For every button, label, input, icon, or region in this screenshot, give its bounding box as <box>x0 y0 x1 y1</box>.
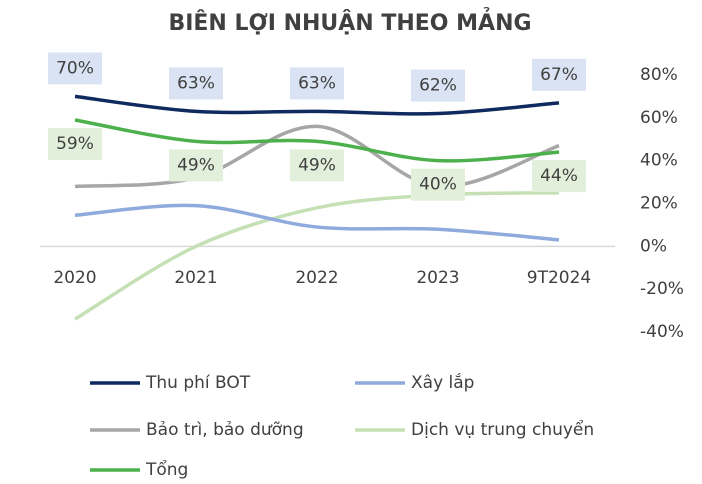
data-label: 63% <box>298 73 336 93</box>
data-label: 67% <box>540 65 578 85</box>
y-tick-label: 60% <box>640 108 678 128</box>
legend-label: Bảo trì, bảo dưỡng <box>146 420 304 440</box>
data-label: 49% <box>298 155 336 175</box>
legend-label: Xây lắp <box>411 372 474 393</box>
data-label-box <box>169 67 223 100</box>
data-label-box <box>532 58 586 91</box>
chart-title: BIÊN LỢI NHUẬN THEO MẢNG <box>168 8 531 36</box>
x-tick-label: 2023 <box>416 268 459 288</box>
data-label-box <box>290 67 344 100</box>
data-label-box <box>411 69 465 102</box>
y-tick-label: 80% <box>640 65 678 85</box>
series-line <box>74 191 560 321</box>
data-label: 70% <box>56 58 94 78</box>
legend-label: Dịch vụ trung chuyển <box>411 419 594 440</box>
y-tick-label: -20% <box>640 279 684 299</box>
x-tick-label: 9T2024 <box>527 268 591 288</box>
data-label-box <box>169 149 223 182</box>
y-tick-label: 40% <box>640 151 678 171</box>
data-label-box <box>48 127 102 160</box>
series-line <box>74 94 560 116</box>
legend-label: Thu phí BOT <box>145 373 251 393</box>
data-label: 49% <box>177 155 215 175</box>
data-label-box <box>290 149 344 182</box>
y-tick-label: 20% <box>640 194 678 214</box>
y-tick-label: -40% <box>640 322 684 342</box>
data-label-box <box>48 52 102 85</box>
series-line <box>74 118 560 163</box>
data-label-box <box>411 168 465 201</box>
data-label: 63% <box>177 73 215 93</box>
legend-label: Tổng <box>145 459 188 480</box>
data-label: 40% <box>419 175 457 195</box>
series-line <box>74 203 560 242</box>
x-tick-label: 2022 <box>295 268 338 288</box>
data-label-box <box>532 160 586 193</box>
data-label: 62% <box>419 76 457 96</box>
y-tick-label: 0% <box>640 236 667 256</box>
data-label: 59% <box>56 134 94 154</box>
x-tick-label: 2020 <box>53 268 96 288</box>
data-label: 44% <box>540 166 578 186</box>
series-line <box>74 124 560 189</box>
x-tick-label: 2021 <box>174 268 217 288</box>
